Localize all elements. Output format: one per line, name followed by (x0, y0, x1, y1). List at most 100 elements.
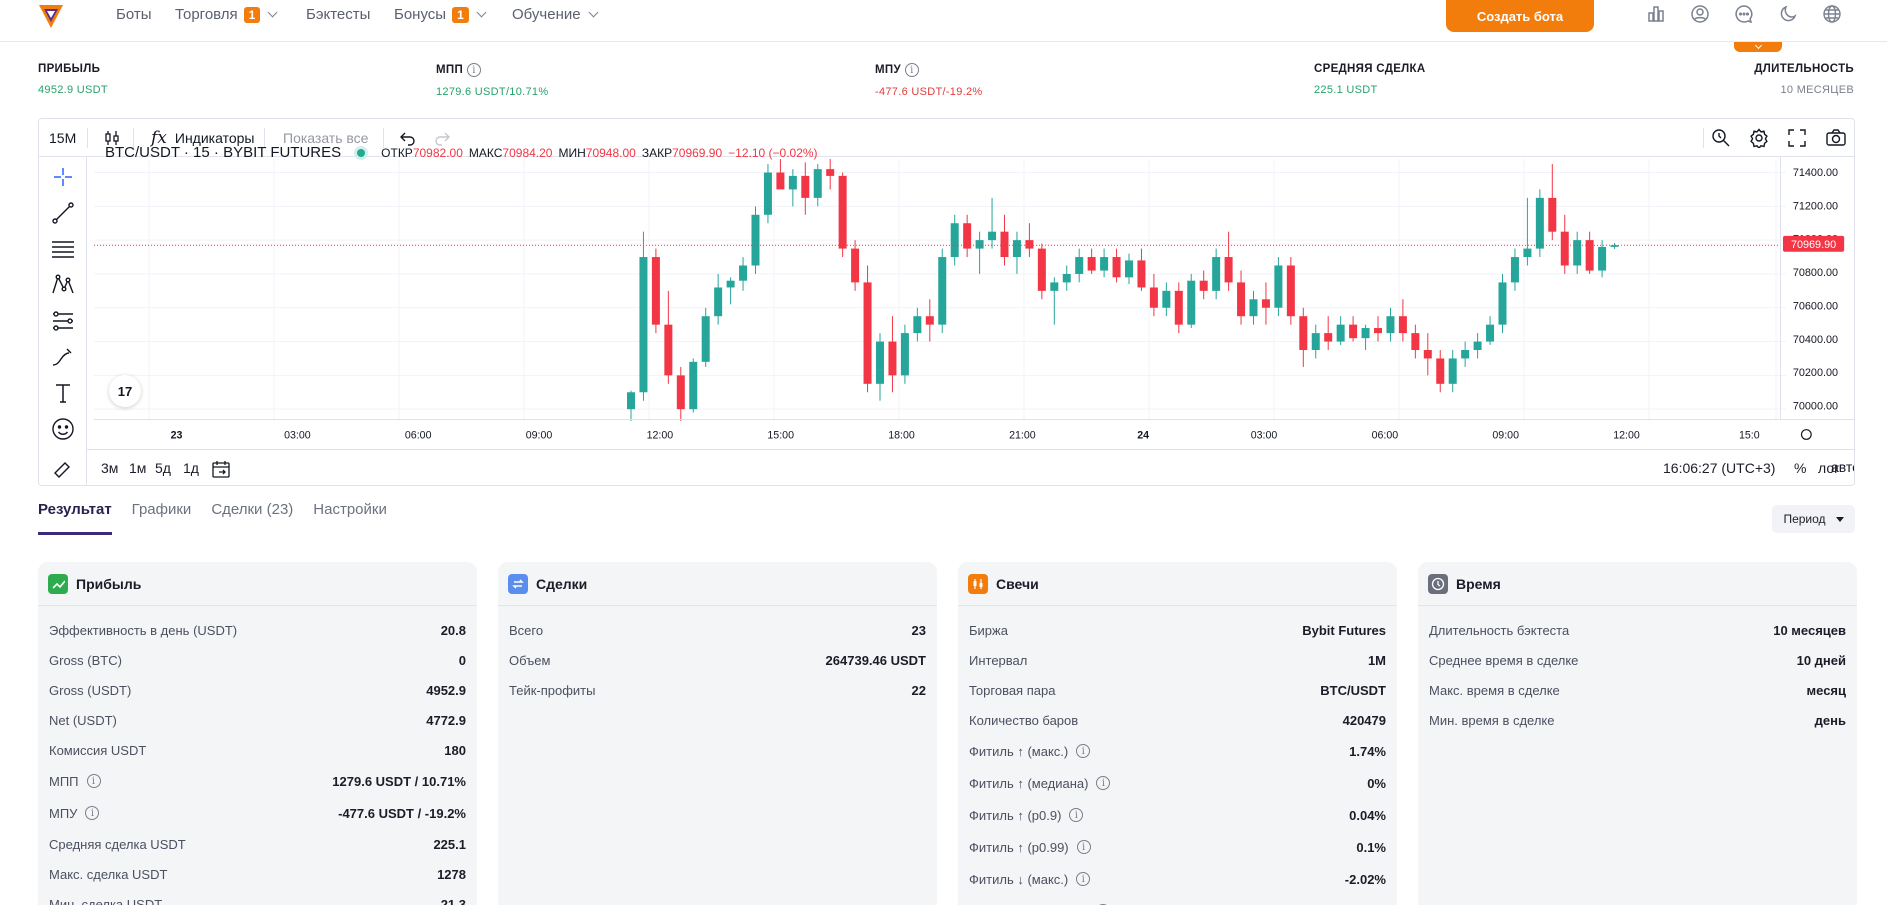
stat-row-label-wrap: МПП i (49, 774, 101, 789)
stat-row-label: Интервал (969, 652, 1028, 668)
create-bot-button[interactable]: Создать бота (1446, 0, 1594, 32)
info-icon[interactable]: i (467, 63, 482, 77)
gear-icon[interactable] (1749, 119, 1769, 157)
nav-backtests-label: Бэктесты (306, 6, 371, 23)
tab-result[interactable]: Результат (38, 501, 112, 535)
undo-icon[interactable] (399, 119, 417, 157)
candle-body (888, 341, 897, 376)
prediction-icon[interactable] (49, 307, 77, 335)
info-icon[interactable]: i (1069, 808, 1084, 822)
stat-row-value: 1278 (437, 866, 466, 882)
stat-profit: ПРИБЫЛЬ 4952.9 USDT (38, 63, 108, 96)
time-tick-label: 15:00 (767, 429, 794, 441)
info-icon[interactable]: i (1096, 776, 1111, 790)
brush-icon[interactable] (49, 343, 77, 371)
stat-row-label-wrap: Интервал (969, 653, 1027, 668)
percent-toggle[interactable]: % (1794, 460, 1807, 476)
candle-body (1299, 316, 1308, 351)
info-icon[interactable]: i (1076, 840, 1091, 854)
nav-learning[interactable]: Обучение (512, 6, 599, 23)
tab-settings[interactable]: Настройки (313, 501, 387, 518)
stat-row-value: -2.02% (1344, 871, 1386, 887)
date-range-icon[interactable] (211, 459, 231, 479)
candlestick-plot[interactable] (94, 159, 1786, 421)
stat-row-label: Мин. время в сделке (1429, 712, 1555, 728)
clock-readout[interactable]: 16:06:27 (UTC+3) (1663, 460, 1776, 476)
stat-row-value: 10 дней (1796, 652, 1846, 668)
user-icon[interactable] (1690, 4, 1710, 24)
info-icon[interactable]: i (85, 806, 100, 820)
emoji-icon[interactable] (49, 415, 77, 443)
stat-row-label: Торговая пара (969, 682, 1056, 698)
range-1m[interactable]: 1м (129, 460, 147, 476)
globe-icon[interactable] (1822, 4, 1842, 24)
log-toggle[interactable]: лог (1818, 460, 1840, 476)
stat-mpu-label: МПУ (875, 64, 901, 76)
candle-body (1112, 257, 1121, 278)
candle-body (975, 240, 984, 249)
info-icon[interactable]: i (86, 774, 101, 788)
stat-row: Биржа Bybit Futures (958, 615, 1397, 645)
stat-row: МПП i 1279.6 USDT / 10.71% (38, 765, 477, 797)
nav-trading[interactable]: Торговля 1 (175, 6, 278, 23)
legend-symbol[interactable]: BTC/USDT · 15 · BYBIT FUTURES (105, 144, 342, 161)
card-trend-up: Прибыль Эффективность в день (USDT) 20.8 Gr… (38, 562, 477, 905)
text-tool-icon[interactable] (49, 379, 77, 407)
time-tick-label: 23 (171, 429, 183, 441)
info-icon[interactable]: i (1076, 744, 1091, 758)
candle-body (1125, 260, 1133, 278)
chevron-down-icon (1754, 41, 1762, 50)
collapse-stats-tab[interactable] (1734, 41, 1782, 52)
stat-row: Эффективность в день (USDT) 20.8 (38, 615, 477, 645)
trend-line-icon[interactable] (49, 199, 77, 227)
logo[interactable] (36, 1, 66, 31)
stat-row-value: 10 месяцев (1773, 622, 1846, 638)
info-icon[interactable]: i (1076, 872, 1091, 886)
camera-icon[interactable] (1825, 119, 1847, 157)
info-icon[interactable]: i (904, 63, 919, 77)
nav-bonuses[interactable]: Бонусы 1 (394, 6, 487, 23)
chat-icon[interactable] (1734, 4, 1754, 24)
stat-row-label: Макс. сделка USDT (49, 866, 168, 882)
interval-button[interactable]: 15M (49, 119, 76, 157)
stat-row-label-wrap: Net (USDT) (49, 713, 117, 728)
crosshair-icon[interactable] (49, 163, 77, 191)
stat-row-label: Длительность бэктеста (1429, 622, 1570, 638)
stat-row-label: Тейк-профиты (509, 682, 596, 698)
ruler-icon[interactable] (49, 455, 77, 483)
candle-body (1062, 273, 1071, 283)
redo-icon[interactable] (433, 119, 451, 157)
price-tick-label: 70600.00 (1793, 300, 1838, 312)
candle-body (1423, 350, 1432, 359)
price-axis[interactable]: 71400.0071200.0071000.0070800.0070600.00… (1780, 157, 1855, 419)
range-1d[interactable]: 1д (183, 460, 199, 476)
legend-change-value: −12.10 (−0.02%) (728, 145, 818, 160)
nav-bots[interactable]: Боты (116, 6, 152, 23)
stat-row-value: 4772.9 (426, 712, 466, 728)
stat-duration-value: 10 МЕСЯЦЕВ (1780, 84, 1854, 96)
card-title: Сделки (536, 575, 588, 592)
nav-backtests[interactable]: Бэктесты (306, 6, 370, 23)
stat-profit-value: 4952.9 USDT (38, 84, 108, 96)
chart-bars-icon[interactable] (1646, 4, 1666, 24)
tab-trades[interactable]: Сделки (23) (211, 501, 294, 518)
tab-charts[interactable]: Графики (131, 501, 192, 518)
quick-search-icon[interactable] (1711, 119, 1731, 157)
auto-toggle[interactable]: авто (1831, 459, 1854, 475)
stat-row-value: 0% (1367, 775, 1386, 791)
show-all-button[interactable]: Показать все (283, 119, 368, 157)
range-3m[interactable]: 3м (101, 460, 119, 476)
indicators-button[interactable]: fx Индикаторы (151, 119, 254, 157)
stat-row-label: Фитиль ↓ (медиана) (969, 904, 1088, 905)
period-select[interactable]: Период (1772, 505, 1855, 533)
time-axis[interactable]: 23 03:00 06:00 09:00 12:00 15:00 18:00 21:00 24 0… (94, 419, 1855, 449)
fullscreen-icon[interactable] (1787, 119, 1807, 157)
time-tick-label: 15:0 (1739, 429, 1760, 441)
stat-row-label: Фитиль ↑ (макс.) (969, 743, 1069, 759)
moon-icon[interactable] (1778, 4, 1798, 24)
pattern-icon[interactable] (49, 271, 77, 299)
candle-type-icon[interactable] (103, 119, 121, 157)
range-5d[interactable]: 5д (155, 460, 171, 476)
fib-retracement-icon[interactable] (49, 235, 77, 263)
tradingview-logo[interactable]: 17 (109, 375, 141, 407)
